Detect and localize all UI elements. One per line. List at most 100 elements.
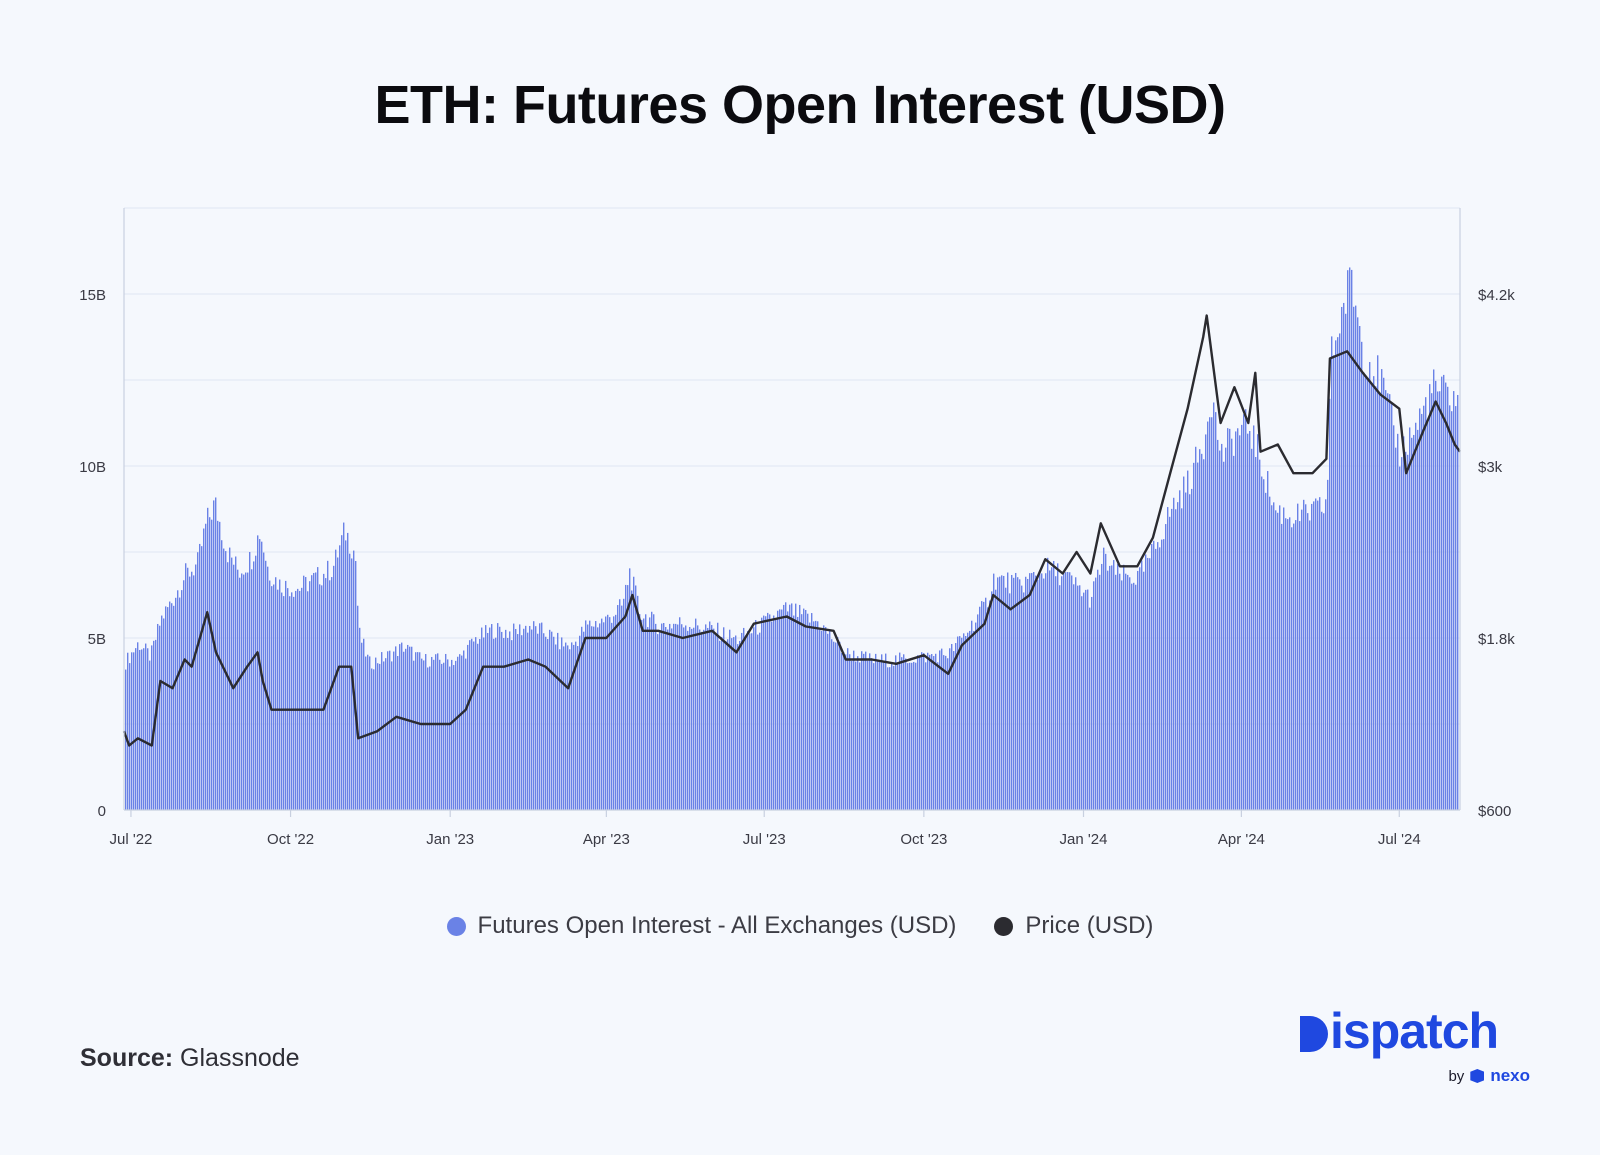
open-interest-bar <box>299 590 301 810</box>
open-interest-bar <box>679 617 681 810</box>
open-interest-bar <box>243 574 245 810</box>
x-tick-label: Jan '24 <box>1060 831 1108 848</box>
open-interest-bar <box>457 656 459 810</box>
open-interest-bar <box>823 625 825 810</box>
open-interest-bar <box>669 623 671 810</box>
open-interest-bar <box>1039 570 1041 810</box>
open-interest-bar <box>717 622 719 810</box>
open-interest-bar <box>1061 576 1063 810</box>
x-tick-label: Oct '23 <box>900 831 947 848</box>
open-interest-bar <box>463 650 465 810</box>
open-interest-bar <box>569 649 571 810</box>
open-interest-bar <box>623 598 625 810</box>
open-interest-bar <box>1027 578 1029 810</box>
open-interest-bar <box>1019 579 1021 810</box>
open-interest-bar <box>787 611 789 810</box>
open-interest-bar <box>403 651 405 810</box>
open-interest-bar <box>549 629 551 810</box>
open-interest-bar <box>795 603 797 810</box>
open-interest-bar <box>175 597 177 810</box>
open-interest-bar <box>1033 572 1035 810</box>
open-interest-bar <box>1409 427 1411 810</box>
open-interest-bar <box>1337 337 1339 810</box>
x-tick-label: Jul '22 <box>109 831 152 848</box>
open-interest-bar <box>1281 523 1283 810</box>
open-interest-bar <box>293 596 295 810</box>
open-interest-bar <box>1143 571 1145 810</box>
open-interest-bar <box>831 639 833 810</box>
open-interest-bar <box>533 621 535 810</box>
open-interest-bar <box>429 666 431 810</box>
open-interest-bar <box>273 584 275 810</box>
legend-item-price[interactable]: Price (USD) <box>994 912 1153 940</box>
open-interest-bar <box>1227 428 1229 810</box>
open-interest-bar <box>1109 565 1111 810</box>
open-interest-bar <box>347 532 349 810</box>
open-interest-bar <box>409 646 411 810</box>
open-interest-bar <box>145 643 147 810</box>
open-interest-bar <box>711 625 713 810</box>
open-interest-bar <box>929 654 931 810</box>
open-interest-bar <box>289 596 291 810</box>
open-interest-bar <box>541 622 543 810</box>
open-interest-bar <box>1153 540 1155 810</box>
open-interest-bar <box>653 614 655 810</box>
open-interest-bar <box>915 662 917 810</box>
open-interest-bar <box>265 560 267 810</box>
open-interest-bar <box>645 614 647 810</box>
open-interest-bar <box>801 614 803 810</box>
open-interest-bar <box>351 558 353 810</box>
open-interest-bar <box>835 642 837 810</box>
open-interest-bar <box>917 655 919 810</box>
open-interest-bar <box>605 616 607 810</box>
open-interest-bar <box>555 644 557 810</box>
open-interest-bar <box>689 626 691 810</box>
open-interest-bar <box>379 663 381 810</box>
open-interest-bar <box>977 614 979 810</box>
open-interest-bar <box>389 650 391 810</box>
open-interest-bar <box>1353 306 1355 810</box>
open-interest-bar <box>961 637 963 810</box>
open-interest-bar <box>1045 573 1047 810</box>
open-interest-bar <box>783 604 785 810</box>
open-interest-bar <box>483 637 485 810</box>
open-interest-bar <box>269 580 271 810</box>
open-interest-bar <box>611 622 613 810</box>
open-interest-bar <box>661 623 663 810</box>
open-interest-bar <box>201 546 203 810</box>
open-interest-bar <box>1167 507 1169 810</box>
open-interest-bar <box>723 627 725 810</box>
open-interest-bar <box>791 603 793 810</box>
open-interest-bar <box>199 543 201 810</box>
open-interest-bar <box>757 634 759 810</box>
open-interest-bar <box>685 625 687 810</box>
open-interest-bar <box>283 596 285 810</box>
x-tick-label: Oct '22 <box>267 831 314 848</box>
open-interest-bar <box>301 587 303 810</box>
open-interest-bar <box>1453 391 1455 810</box>
open-interest-bar <box>1173 497 1175 810</box>
y-left-tick-label: 5B <box>88 631 106 648</box>
open-interest-bar <box>323 573 325 810</box>
open-interest-bar <box>1055 576 1057 810</box>
open-interest-bar <box>503 638 505 810</box>
open-interest-bar <box>579 635 581 810</box>
open-interest-bar <box>983 601 985 810</box>
open-interest-bar <box>1445 382 1447 810</box>
open-interest-bar <box>393 651 395 810</box>
open-interest-bar <box>1357 317 1359 810</box>
open-interest-bar <box>1389 394 1391 810</box>
open-interest-bar <box>1049 570 1051 810</box>
open-interest-bar <box>1385 390 1387 810</box>
legend-item-open-interest[interactable]: Futures Open Interest - All Exchanges (U… <box>446 912 956 940</box>
open-interest-bar <box>499 626 501 810</box>
open-interest-bar <box>1197 462 1199 810</box>
open-interest-bar <box>945 655 947 810</box>
open-interest-bar <box>219 521 221 810</box>
open-interest-bar <box>311 575 313 810</box>
open-interest-bar <box>865 651 867 810</box>
open-interest-bar <box>211 519 213 810</box>
open-interest-bar <box>847 648 849 810</box>
open-interest-bar <box>1159 547 1161 810</box>
open-interest-bar <box>1439 391 1441 810</box>
